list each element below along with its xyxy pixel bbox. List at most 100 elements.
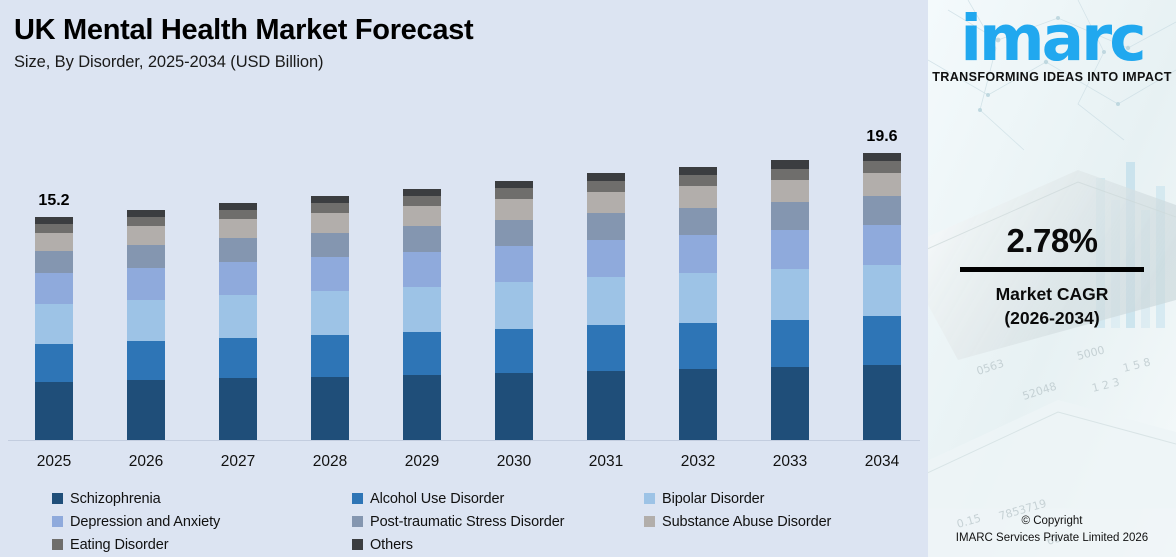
bar-segment[interactable] xyxy=(679,174,717,186)
bar-segment[interactable] xyxy=(771,160,809,169)
bar-segment[interactable] xyxy=(403,206,441,227)
bar-segment[interactable] xyxy=(35,224,73,233)
bar-group-2025[interactable]: 15.2 xyxy=(8,95,100,440)
bar-segment[interactable] xyxy=(679,185,717,208)
stacked-bar[interactable] xyxy=(587,173,625,441)
stacked-bar[interactable] xyxy=(35,217,73,440)
bar-segment[interactable] xyxy=(403,374,441,440)
legend-item-post-traumatic-stress-disorder[interactable]: Post-traumatic Stress Disorder xyxy=(352,514,644,530)
bar-segment[interactable] xyxy=(679,368,717,440)
legend-item-eating-disorder[interactable]: Eating Disorder xyxy=(52,537,352,553)
legend-item-schizophrenia[interactable]: Schizophrenia xyxy=(52,491,352,507)
legend-item-others[interactable]: Others xyxy=(352,537,644,553)
bar-segment[interactable] xyxy=(219,219,257,239)
bar-segment[interactable] xyxy=(495,180,533,189)
bar-segment[interactable] xyxy=(587,370,625,441)
bar-segment[interactable] xyxy=(495,219,533,246)
stacked-bar[interactable] xyxy=(219,202,257,441)
bar-group-2026[interactable] xyxy=(100,95,192,441)
bar-segment[interactable] xyxy=(495,372,533,440)
bar-segment[interactable] xyxy=(35,273,73,305)
bar-segment[interactable] xyxy=(219,262,257,296)
legend-item-depression-and-anxiety[interactable]: Depression and Anxiety xyxy=(52,514,352,530)
bar-segment[interactable] xyxy=(587,277,625,326)
bar-segment[interactable] xyxy=(587,325,625,371)
bar-segment[interactable] xyxy=(311,232,349,258)
legend-item-alcohol-use-disorder[interactable]: Alcohol Use Disorder xyxy=(352,491,644,507)
bar-segment[interactable] xyxy=(863,264,901,317)
bar-segment[interactable] xyxy=(863,152,901,162)
bar-segment[interactable] xyxy=(403,226,441,252)
bar-segment[interactable] xyxy=(219,238,257,263)
bar-segment[interactable] xyxy=(35,217,73,225)
bar-segment[interactable] xyxy=(863,172,901,196)
bar-segment[interactable] xyxy=(311,257,349,292)
bar-segment[interactable] xyxy=(403,196,441,207)
bar-segment[interactable] xyxy=(495,281,533,329)
bar-segment[interactable] xyxy=(495,245,533,282)
bar-segment[interactable] xyxy=(679,207,717,236)
bar-segment[interactable] xyxy=(35,304,73,345)
stacked-bar[interactable] xyxy=(311,196,349,440)
bar-segment[interactable] xyxy=(311,203,349,214)
bar-segment[interactable] xyxy=(403,188,441,197)
bar-segment[interactable] xyxy=(311,376,349,440)
bar-segment[interactable] xyxy=(403,286,441,332)
bar-segment[interactable] xyxy=(127,226,165,245)
stacked-bar[interactable] xyxy=(127,209,165,441)
bar-segment[interactable] xyxy=(35,382,73,440)
bar-segment[interactable] xyxy=(587,240,625,278)
bar-segment[interactable] xyxy=(35,232,73,251)
bar-group-2032[interactable] xyxy=(652,95,744,440)
bar-segment[interactable] xyxy=(219,209,257,220)
bar-group-2027[interactable] xyxy=(192,95,284,441)
bar-segment[interactable] xyxy=(311,335,349,377)
bar-group-2030[interactable] xyxy=(468,95,560,440)
bar-segment[interactable] xyxy=(403,331,441,375)
bar-segment[interactable] xyxy=(127,244,165,268)
bar-segment[interactable] xyxy=(127,341,165,381)
bar-segment[interactable] xyxy=(495,198,533,220)
bar-segment[interactable] xyxy=(863,224,901,265)
bar-group-2028[interactable] xyxy=(284,95,376,440)
bar-segment[interactable] xyxy=(495,188,533,199)
bar-segment[interactable] xyxy=(863,161,901,173)
bar-segment[interactable] xyxy=(587,181,625,193)
bar-segment[interactable] xyxy=(219,338,257,379)
bar-segment[interactable] xyxy=(587,192,625,214)
bar-segment[interactable] xyxy=(771,319,809,368)
bar-segment[interactable] xyxy=(771,367,809,440)
bar-segment[interactable] xyxy=(679,273,717,323)
bar-group-2029[interactable] xyxy=(376,95,468,440)
bar-segment[interactable] xyxy=(311,291,349,336)
bar-segment[interactable] xyxy=(127,267,165,300)
stacked-bar[interactable] xyxy=(679,166,717,440)
bar-segment[interactable] xyxy=(35,344,73,383)
bar-segment[interactable] xyxy=(771,179,809,203)
bar-segment[interactable] xyxy=(771,202,809,231)
bar-segment[interactable] xyxy=(587,213,625,241)
bar-segment[interactable] xyxy=(127,380,165,441)
bar-segment[interactable] xyxy=(127,216,165,227)
bar-segment[interactable] xyxy=(127,209,165,217)
bar-segment[interactable] xyxy=(679,322,717,369)
bar-segment[interactable] xyxy=(771,230,809,270)
bar-segment[interactable] xyxy=(863,365,901,440)
bar-segment[interactable] xyxy=(403,251,441,287)
legend-item-substance-abuse-disorder[interactable]: Substance Abuse Disorder xyxy=(644,514,912,530)
bar-segment[interactable] xyxy=(219,295,257,339)
legend-item-bipolar-disorder[interactable]: Bipolar Disorder xyxy=(644,491,912,507)
bar-segment[interactable] xyxy=(771,269,809,320)
bar-group-2034[interactable]: 19.6 xyxy=(836,95,928,440)
bar-segment[interactable] xyxy=(679,235,717,274)
bar-segment[interactable] xyxy=(771,168,809,180)
bar-segment[interactable] xyxy=(587,173,625,182)
bar-segment[interactable] xyxy=(219,202,257,210)
bar-segment[interactable] xyxy=(35,250,73,274)
bar-segment[interactable] xyxy=(127,299,165,342)
bar-group-2033[interactable] xyxy=(744,95,836,440)
bar-segment[interactable] xyxy=(219,378,257,441)
bar-segment[interactable] xyxy=(863,316,901,366)
bar-segment[interactable] xyxy=(311,196,349,204)
bar-segment[interactable] xyxy=(311,213,349,233)
